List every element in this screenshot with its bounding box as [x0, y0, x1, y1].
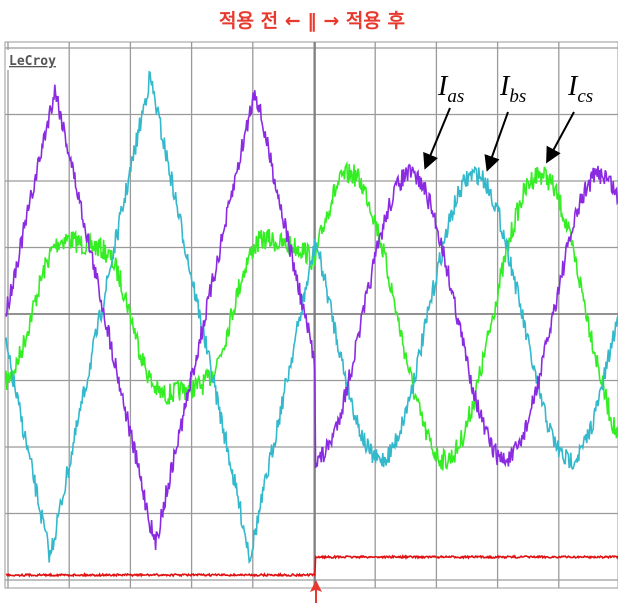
page: 적용 전 ← ‖ → 적용 후 LeCroy Ias Ibs Ics (() =…	[0, 0, 618, 603]
brand: LeCroy	[9, 54, 56, 69]
scope-screen	[5, 42, 618, 588]
scope-screenshot: 적용 전 ← ‖ → 적용 후 LeCroy Ias Ibs Ics	[0, 0, 618, 603]
title: 적용 전 ← ‖ → 적용 후	[219, 10, 405, 32]
